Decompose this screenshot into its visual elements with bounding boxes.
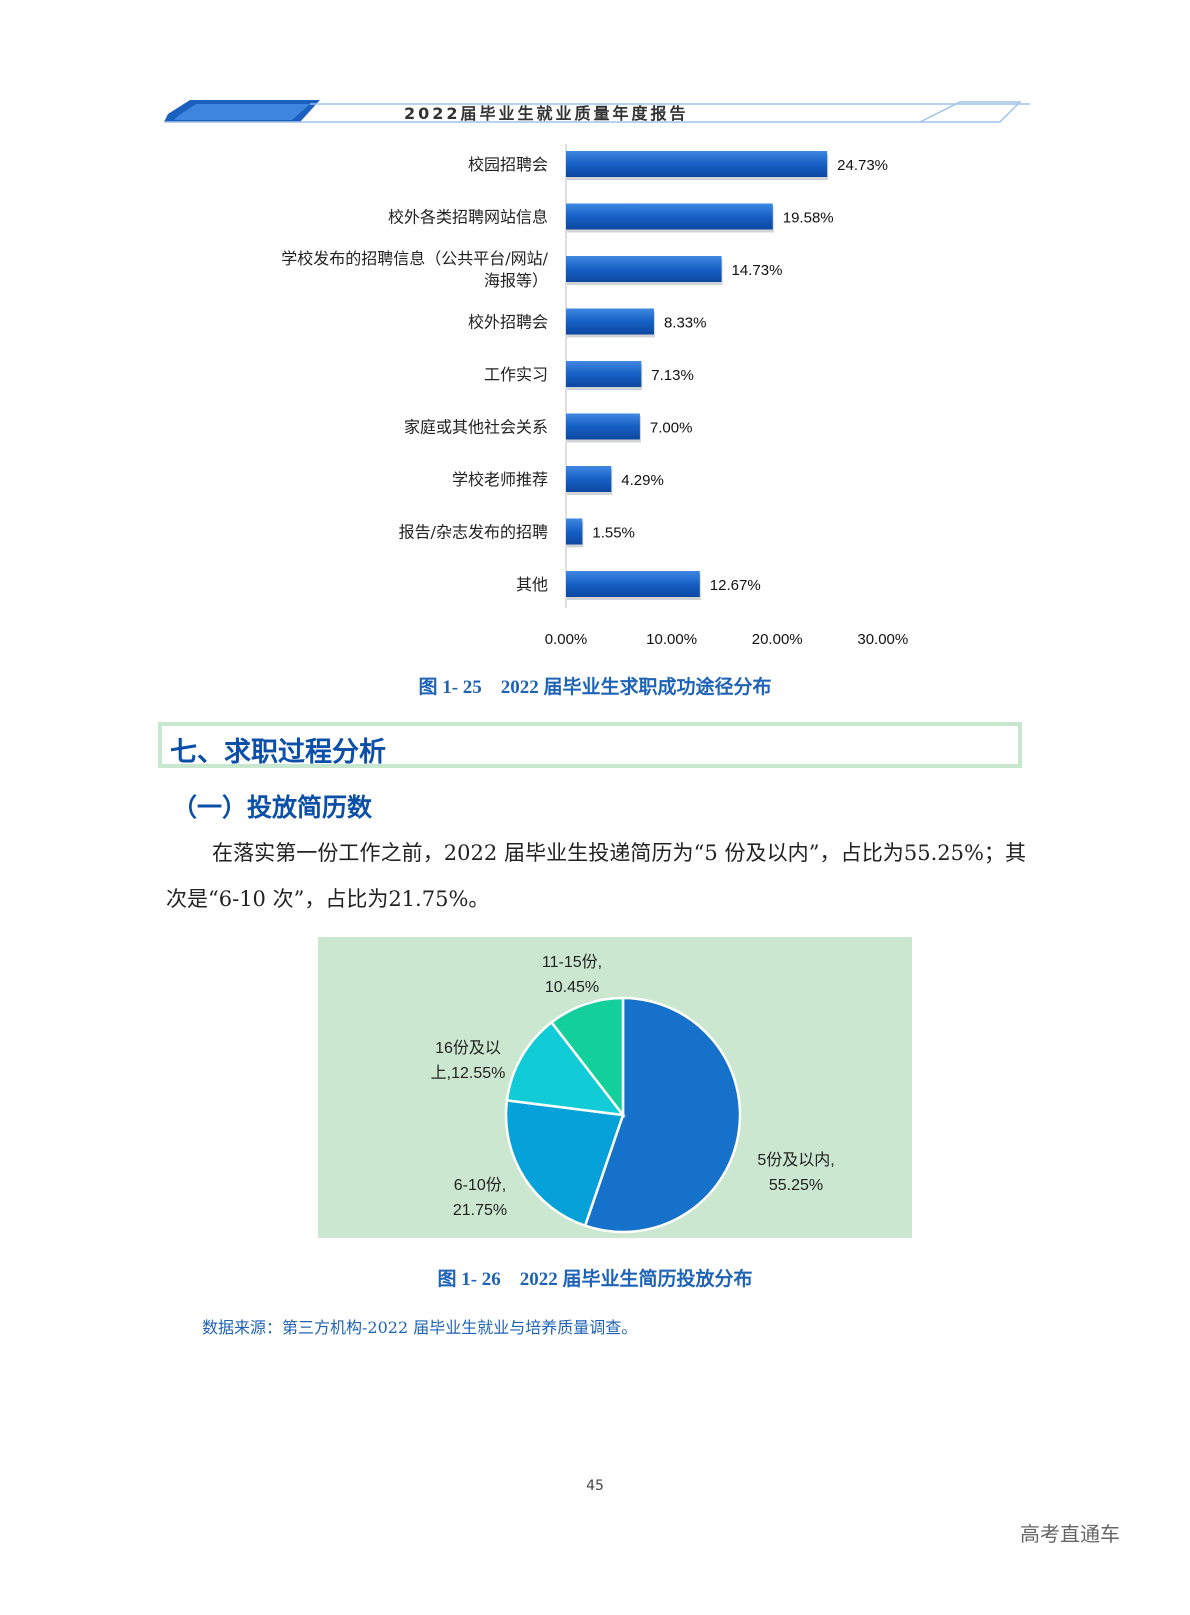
report-header-title: 2022届毕业生就业质量年度报告: [404, 104, 689, 123]
bar: [566, 361, 642, 387]
bar: [566, 151, 828, 177]
pie-slice-value: 10.45%: [545, 979, 599, 996]
x-tick-label: 30.00%: [857, 631, 908, 648]
pie-slice-label: 6-10份,: [454, 1176, 506, 1194]
bar-value-label: 12.67%: [710, 577, 761, 594]
body-paragraph: 在落实第一份工作之前，2022 届毕业生投递简历为“5 份及以内”，占比为55.…: [166, 841, 1026, 911]
bar: [566, 518, 583, 545]
figure-caption-1-26: 图 1- 26 2022 届毕业生简历投放分布: [437, 1269, 753, 1290]
bar: [566, 571, 700, 597]
subsection-title: （一）投放简历数: [172, 793, 373, 822]
x-tick-label: 10.00%: [646, 631, 697, 648]
pie-slice-label: 16份及以: [435, 1039, 501, 1057]
bar: [566, 466, 612, 492]
category-label: 校园招聘会: [468, 155, 548, 174]
category-label: 校外招聘会: [468, 313, 548, 332]
bar: [566, 203, 773, 230]
section-heading-box: 七、求职过程分析: [158, 722, 1022, 768]
pie-slice-label: 5份及以内,: [757, 1151, 834, 1169]
bar-value-label: 14.73%: [732, 262, 783, 279]
pie-slice: [504, 1098, 625, 1228]
category-label: 校外各类招聘网站信息: [388, 208, 548, 227]
bar-value-label: 8.33%: [664, 315, 707, 332]
watermark-text: 高考直通车: [1020, 1522, 1120, 1546]
pie-slice: [505, 1020, 626, 1117]
category-label: 学校发布的招聘信息（公共平台/网站/: [281, 249, 548, 268]
x-tick-label: 20.00%: [752, 631, 803, 648]
bar-value-label: 4.29%: [621, 472, 664, 489]
category-label: 工作实习: [484, 365, 548, 384]
pie-slice-value: 21.75%: [453, 1202, 507, 1219]
bar-value-label: 24.73%: [837, 157, 888, 174]
bar-value-label: 7.13%: [651, 367, 694, 384]
section-title: 七、求职过程分析: [170, 737, 386, 768]
x-tick-label: 0.00%: [545, 631, 588, 648]
job-channel-bar-chart: 24.73% 校园招聘会 19.58% 校外各类招聘网站信息 14.73% 学校发布的招聘…: [281, 144, 908, 648]
pie-slice-value: 55.25%: [769, 1177, 823, 1194]
bar: [566, 308, 654, 335]
pie-slice-label: 11-15份,: [542, 953, 602, 971]
data-source-note: 数据来源：第三方机构-2022 届毕业生就业与培养质量调查。: [202, 1318, 638, 1337]
bar-value-label: 1.55%: [592, 525, 635, 542]
pie-slice: [549, 996, 625, 1119]
pie-slice-value: 上,12.55%: [431, 1064, 506, 1082]
page-number: 45: [586, 1478, 604, 1494]
category-label: 报告/杂志发布的招聘: [399, 523, 548, 542]
resume-pie-panel: 5份及以内, 55.25% 6-10份, 21.75% 16份及以上,12.55% 11-…: [318, 937, 912, 1238]
bar: [566, 256, 722, 282]
category-label: 海报等）: [484, 271, 548, 290]
category-label: 其他: [516, 575, 548, 594]
bar: [566, 413, 640, 440]
category-label: 家庭或其他社会关系: [404, 418, 548, 437]
figure-caption-1-25: 图 1- 25 2022 届毕业生求职成功途径分布: [418, 677, 772, 698]
bar-value-label: 7.00%: [650, 420, 693, 437]
bar-value-label: 19.58%: [783, 210, 834, 227]
category-label: 学校老师推荐: [452, 470, 548, 489]
header-decoration: [164, 100, 1030, 123]
